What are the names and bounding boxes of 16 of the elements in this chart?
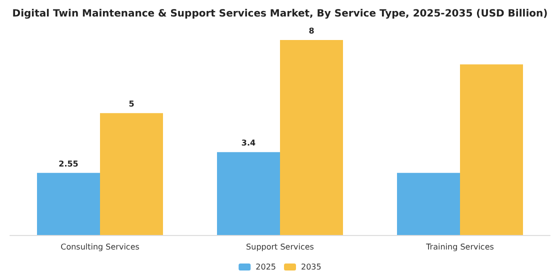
data-label: 3.4	[241, 138, 256, 148]
chart-title: Digital Twin Maintenance & Support Services Market, By Service Type, 2025-2035 (USD Billion)	[12, 8, 548, 20]
x-tick-label: Training Services	[425, 242, 494, 252]
bar	[460, 64, 523, 235]
legend-label: 2035	[301, 262, 322, 272]
legend-label: 2025	[256, 262, 276, 272]
bar	[100, 113, 163, 235]
data-label: 2.55	[58, 159, 79, 168]
bar	[37, 172, 100, 235]
x-tick-label: Support Services	[246, 242, 314, 252]
bar	[280, 40, 343, 235]
data-label: 8	[308, 26, 315, 36]
bar	[397, 172, 460, 235]
data-label: 5	[128, 100, 135, 109]
x-tick-label: Consulting Services	[60, 242, 140, 252]
bar	[217, 152, 280, 235]
